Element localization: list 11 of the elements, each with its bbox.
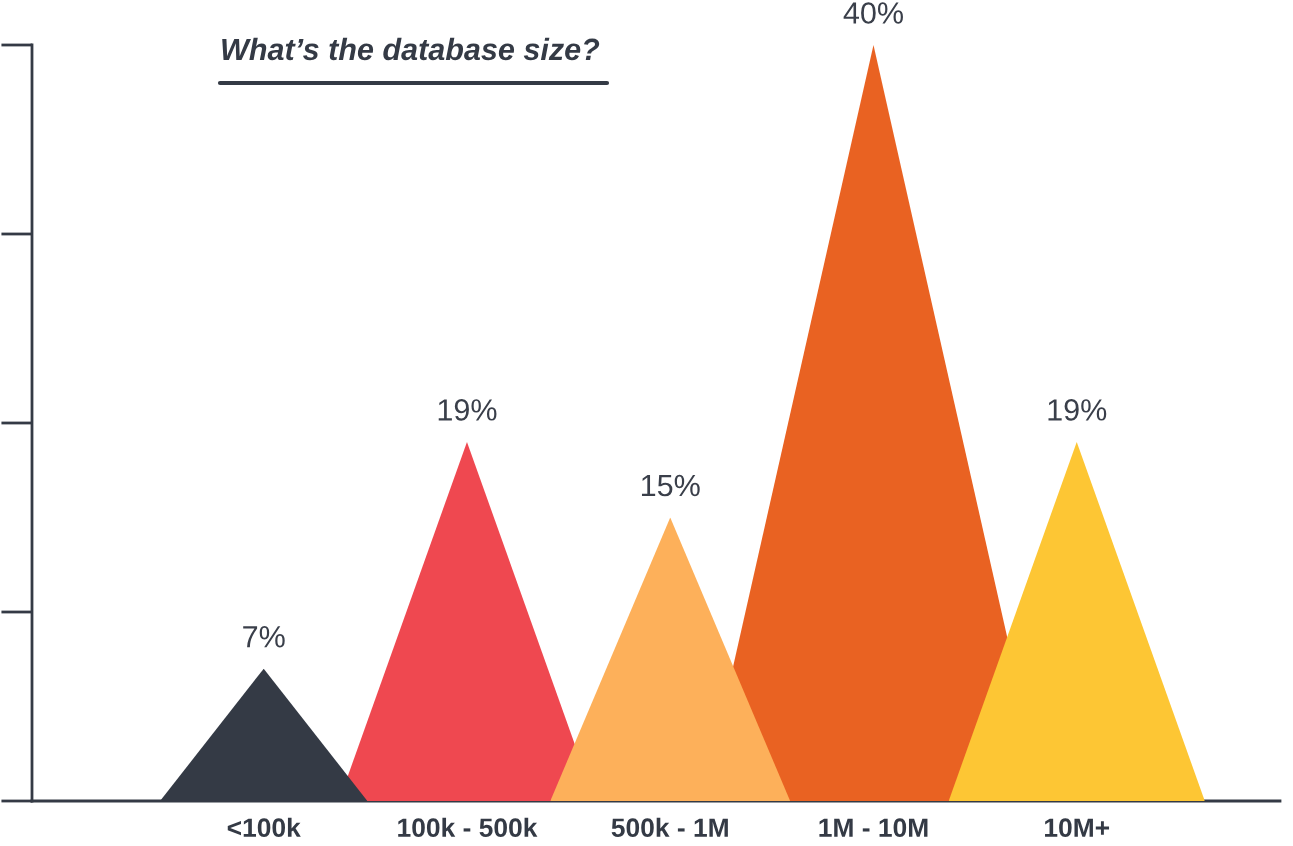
x-tick-label: <100k	[227, 817, 301, 838]
x-tick-label: 500k - 1M	[611, 817, 728, 838]
data-label: 40%	[843, 2, 903, 24]
data-label: 19%	[438, 399, 497, 421]
x-tick-label: 100k - 500k	[398, 817, 538, 838]
x-tick-label: 1M - 10M	[819, 818, 928, 838]
data-label: 19%	[1048, 399, 1107, 421]
data-label: 15%	[641, 474, 700, 497]
data-label: 7%	[243, 626, 285, 648]
x-tick-label: 10M+	[1045, 818, 1110, 838]
chart-title: What’s the database size?	[222, 37, 600, 61]
